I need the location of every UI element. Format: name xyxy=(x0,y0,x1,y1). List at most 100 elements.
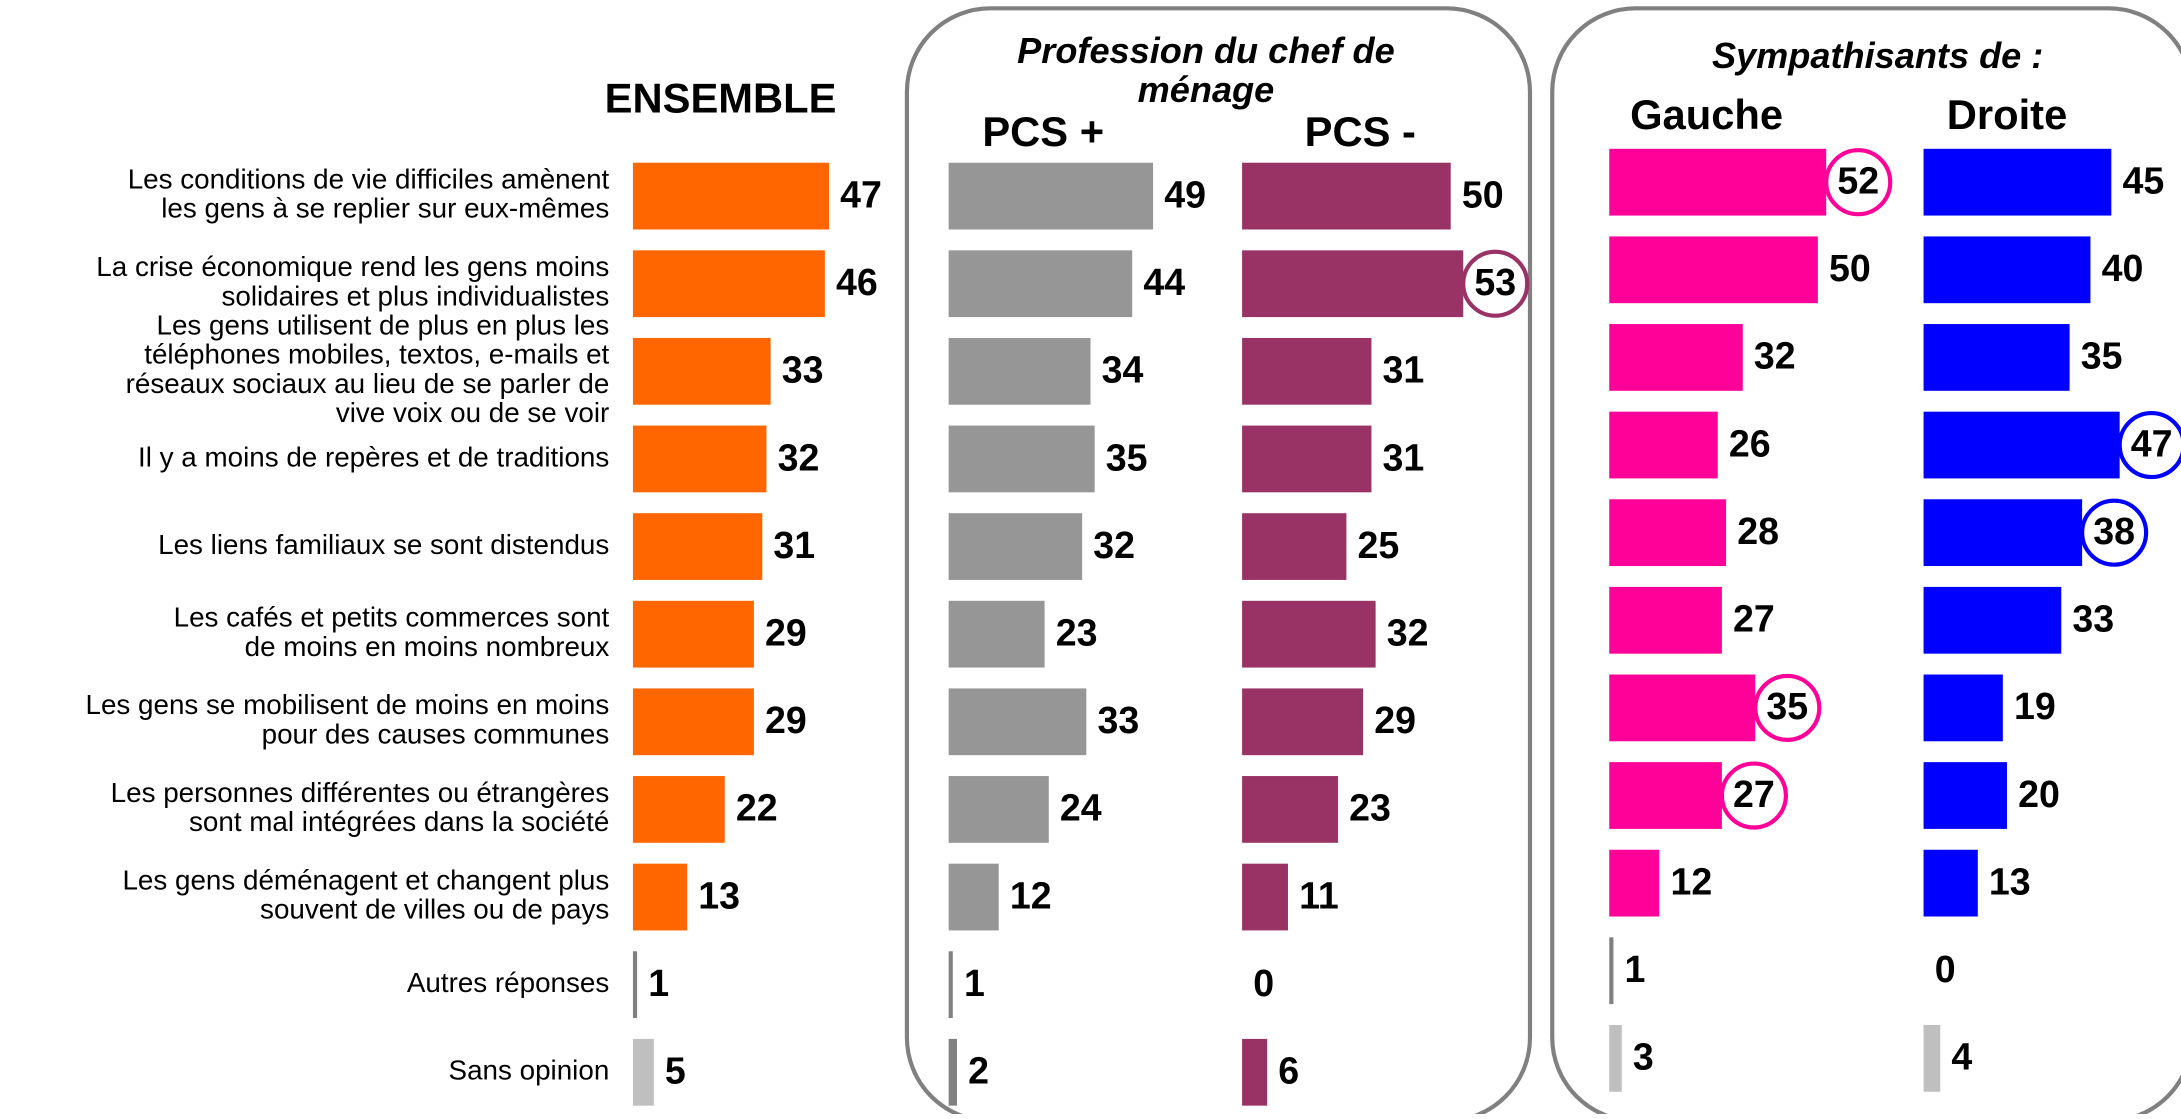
value-label: 49 xyxy=(1164,173,1206,215)
value-label: 25 xyxy=(1358,524,1400,566)
value-label: 32 xyxy=(778,436,820,478)
panel-frame xyxy=(904,6,1533,1119)
bar xyxy=(1923,586,2062,654)
value-label: 24 xyxy=(1060,787,1102,829)
bar xyxy=(1609,324,1743,391)
category-label: Sans opinion xyxy=(449,1055,610,1086)
value-label: 27 xyxy=(1733,773,1775,815)
panel-title: Sympathisants de : xyxy=(1712,35,2043,76)
value-label: 40 xyxy=(2102,247,2144,289)
value-label: 0 xyxy=(1253,962,1274,1004)
value-label: 47 xyxy=(2131,422,2173,464)
bar xyxy=(632,425,767,493)
value-label: 34 xyxy=(1102,349,1144,391)
bar xyxy=(1242,425,1372,493)
value-label: 44 xyxy=(1143,261,1185,303)
bar xyxy=(1242,337,1372,405)
panel-title: Profession du chef de ménage xyxy=(1017,29,1395,109)
bar xyxy=(1923,499,2083,567)
value-label: 50 xyxy=(1462,173,1504,215)
value-label: 0 xyxy=(1935,948,1956,990)
value-label: 33 xyxy=(2072,598,2114,640)
bar xyxy=(1923,674,2003,742)
bar xyxy=(1923,762,2008,829)
category-label: La crise économique rend les gens moins s… xyxy=(96,251,609,311)
bar xyxy=(1242,250,1464,318)
highlight-circle xyxy=(1824,148,1893,217)
bar xyxy=(948,513,1083,580)
bar xyxy=(1609,586,1722,654)
value-label: 35 xyxy=(1766,685,1808,727)
value-label: 19 xyxy=(2014,685,2056,727)
bar xyxy=(1609,411,1718,479)
value-label: 33 xyxy=(782,349,824,391)
value-label: 32 xyxy=(1754,335,1796,377)
bar xyxy=(1923,411,2120,479)
bar xyxy=(948,337,1091,405)
category-label: Les gens se mobilisent de moins en moins… xyxy=(85,690,609,750)
bar xyxy=(948,776,1049,843)
value-label: 31 xyxy=(773,524,815,566)
bar xyxy=(948,250,1133,318)
bar xyxy=(1242,162,1451,230)
bar xyxy=(1609,499,1727,567)
value-label: 35 xyxy=(1106,436,1148,478)
value-label: 23 xyxy=(1349,787,1391,829)
bar xyxy=(948,951,953,1019)
bar xyxy=(1609,674,1756,742)
value-label: 32 xyxy=(1093,524,1135,566)
highlight-circle xyxy=(2080,498,2149,567)
bar xyxy=(1923,1024,1941,1092)
bar xyxy=(1609,148,1827,216)
bar xyxy=(948,600,1045,668)
value-label: 28 xyxy=(1737,510,1779,552)
bar xyxy=(948,162,1154,230)
value-label: 29 xyxy=(765,699,807,741)
value-label: 26 xyxy=(1729,422,1771,464)
value-label: 31 xyxy=(1383,349,1425,391)
highlight-circle xyxy=(1719,761,1788,830)
bar xyxy=(1923,324,2070,391)
category-label: Les gens utilisent de plus en plus les té… xyxy=(126,310,610,429)
bar xyxy=(632,951,638,1019)
bar xyxy=(1609,937,1614,1005)
bar xyxy=(1923,849,1978,917)
value-label: 35 xyxy=(2081,335,2123,377)
bar xyxy=(1923,236,2091,304)
series-header: ENSEMBLE xyxy=(605,75,837,122)
value-label: 3 xyxy=(1633,1036,1654,1078)
category-label: Les cafés et petits commerces sont de moi… xyxy=(174,602,610,662)
value-label: 2 xyxy=(968,1050,989,1092)
value-label: 13 xyxy=(1989,860,2031,902)
value-label: 45 xyxy=(2122,160,2164,202)
value-label: 29 xyxy=(1374,699,1416,741)
value-label: 53 xyxy=(1474,261,1516,303)
value-label: 12 xyxy=(1670,860,1712,902)
value-label: 29 xyxy=(765,611,807,653)
value-label: 12 xyxy=(1010,874,1052,916)
value-label: 13 xyxy=(698,874,740,916)
value-label: 38 xyxy=(2093,510,2135,552)
bar xyxy=(948,425,1095,493)
bar xyxy=(1609,1024,1622,1092)
category-label: Les personnes différentes ou étrangères s… xyxy=(111,777,610,837)
bar xyxy=(632,776,725,843)
value-label: 5 xyxy=(665,1050,686,1092)
value-label: 22 xyxy=(736,787,778,829)
bar xyxy=(632,250,825,318)
bar xyxy=(632,513,763,580)
value-label: 33 xyxy=(1097,699,1139,741)
bar xyxy=(1923,148,2112,216)
value-label: 47 xyxy=(840,173,882,215)
value-label: 4 xyxy=(1951,1036,1972,1078)
category-label: Les liens familiaux se sont distendus xyxy=(158,529,609,560)
series-header: Droite xyxy=(1947,91,2068,138)
bar xyxy=(1242,776,1339,843)
value-label: 1 xyxy=(648,962,669,1004)
bar xyxy=(948,863,999,931)
bar xyxy=(632,863,688,931)
bar xyxy=(632,600,754,668)
value-label: 46 xyxy=(836,261,878,303)
series-header: PCS + xyxy=(982,108,1104,155)
